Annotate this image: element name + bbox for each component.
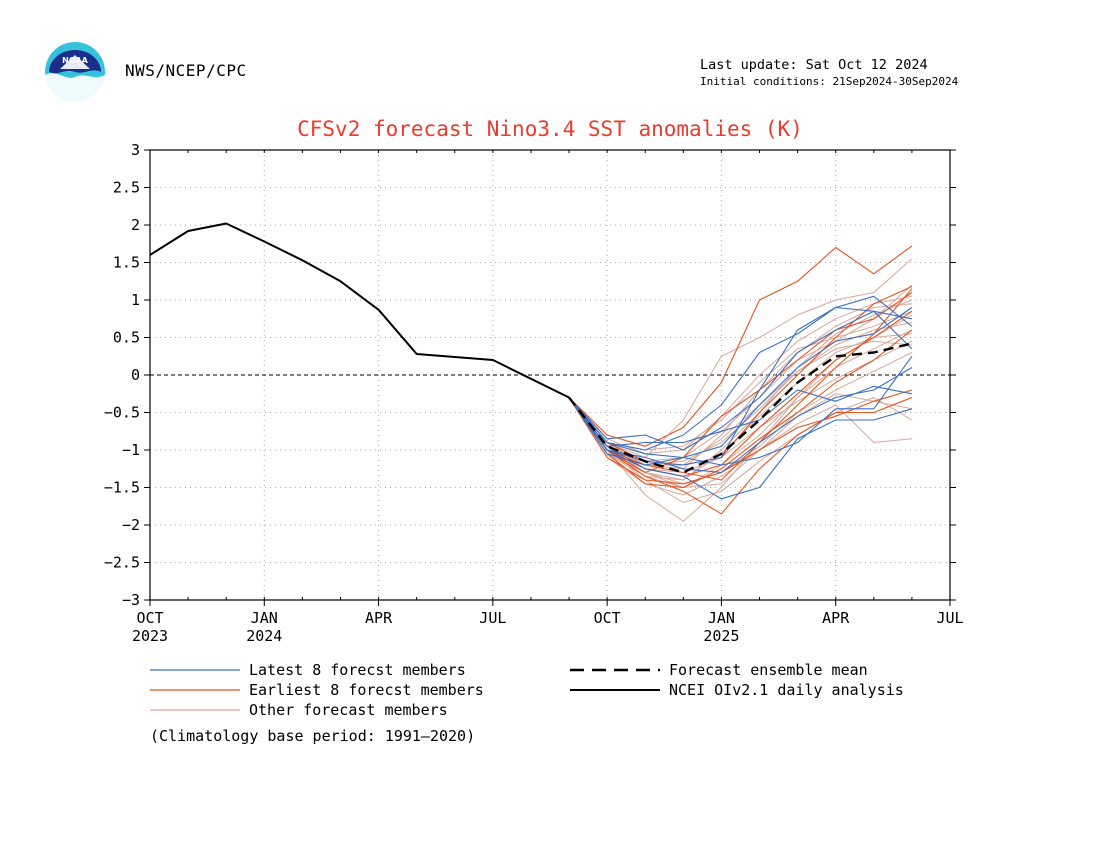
- agency-label: NWS/NCEP/CPC: [125, 61, 247, 80]
- y-tick-label: −2: [122, 516, 140, 534]
- last-update-label: Last update: Sat Oct 12 2024: [700, 57, 928, 73]
- x-tick-label: APR: [822, 609, 850, 627]
- x-tick-label: JAN: [251, 609, 278, 627]
- climatology-footnote: (Climatology base period: 1991—2020): [150, 727, 476, 745]
- analysis-line: [149, 222, 570, 399]
- y-tick-label: 3: [131, 141, 140, 159]
- latest-member-line: [568, 306, 913, 466]
- legend-label-other: Other forecast members: [249, 701, 448, 719]
- y-tick-label: 2.5: [113, 179, 140, 197]
- earliest-member-line: [568, 245, 913, 447]
- legend-label-earliest: Earliest 8 forecst members: [249, 681, 484, 699]
- x-tick-label: APR: [365, 609, 393, 627]
- x-tick-label: JUL: [479, 609, 506, 627]
- y-tick-label: −3: [122, 591, 140, 609]
- legend-label-latest: Latest 8 forecst members: [249, 661, 466, 679]
- other-member-line: [568, 258, 913, 458]
- noaa-logo-icon: NOAA: [45, 42, 105, 105]
- other-member-line: [568, 393, 912, 488]
- plot-frame: [149, 149, 951, 601]
- x-tick-label: JUL: [936, 609, 963, 627]
- earliest-member-line: [568, 396, 913, 515]
- y-tick-label: 1.5: [113, 254, 140, 272]
- logo-text: NOAA: [62, 56, 88, 65]
- x-tick-label: OCT: [136, 609, 163, 627]
- x-year-label: 2025: [703, 627, 739, 645]
- latest-member-line: [568, 355, 913, 466]
- x-tick-label: OCT: [594, 609, 621, 627]
- ensemble-mean-line: [568, 342, 913, 474]
- y-tick-label: 0: [131, 366, 140, 384]
- y-tick-label: 2: [131, 216, 140, 234]
- y-tick-label: −2.5: [104, 554, 140, 572]
- x-year-label: 2023: [132, 627, 168, 645]
- noaa-logo: NOAA: [44, 41, 106, 107]
- x-tick-label: JAN: [708, 609, 735, 627]
- legend-label-mean: Forecast ensemble mean: [669, 661, 868, 679]
- earliest-member-line: [568, 292, 913, 474]
- y-tick-label: −1.5: [104, 479, 140, 497]
- y-tick-label: 1: [131, 291, 140, 309]
- legend-label-analysis: NCEI OIv2.1 daily analysis: [669, 681, 904, 699]
- chart-title: CFSv2 forecast Nino3.4 SST anomalies (K): [297, 117, 803, 141]
- earliest-member-line: [568, 329, 913, 489]
- y-tick-label: −1: [122, 441, 140, 459]
- other-member-line: [568, 397, 912, 496]
- y-tick-label: 0.5: [113, 329, 140, 347]
- latest-member-line: [568, 310, 913, 451]
- latest-member-line: [568, 295, 913, 451]
- y-tick-label: −0.5: [104, 404, 140, 422]
- earliest-member-line: [568, 310, 913, 477]
- initial-conditions-label: Initial conditions: 21Sep2024-30Sep2024: [700, 75, 959, 88]
- x-year-label: 2024: [246, 627, 282, 645]
